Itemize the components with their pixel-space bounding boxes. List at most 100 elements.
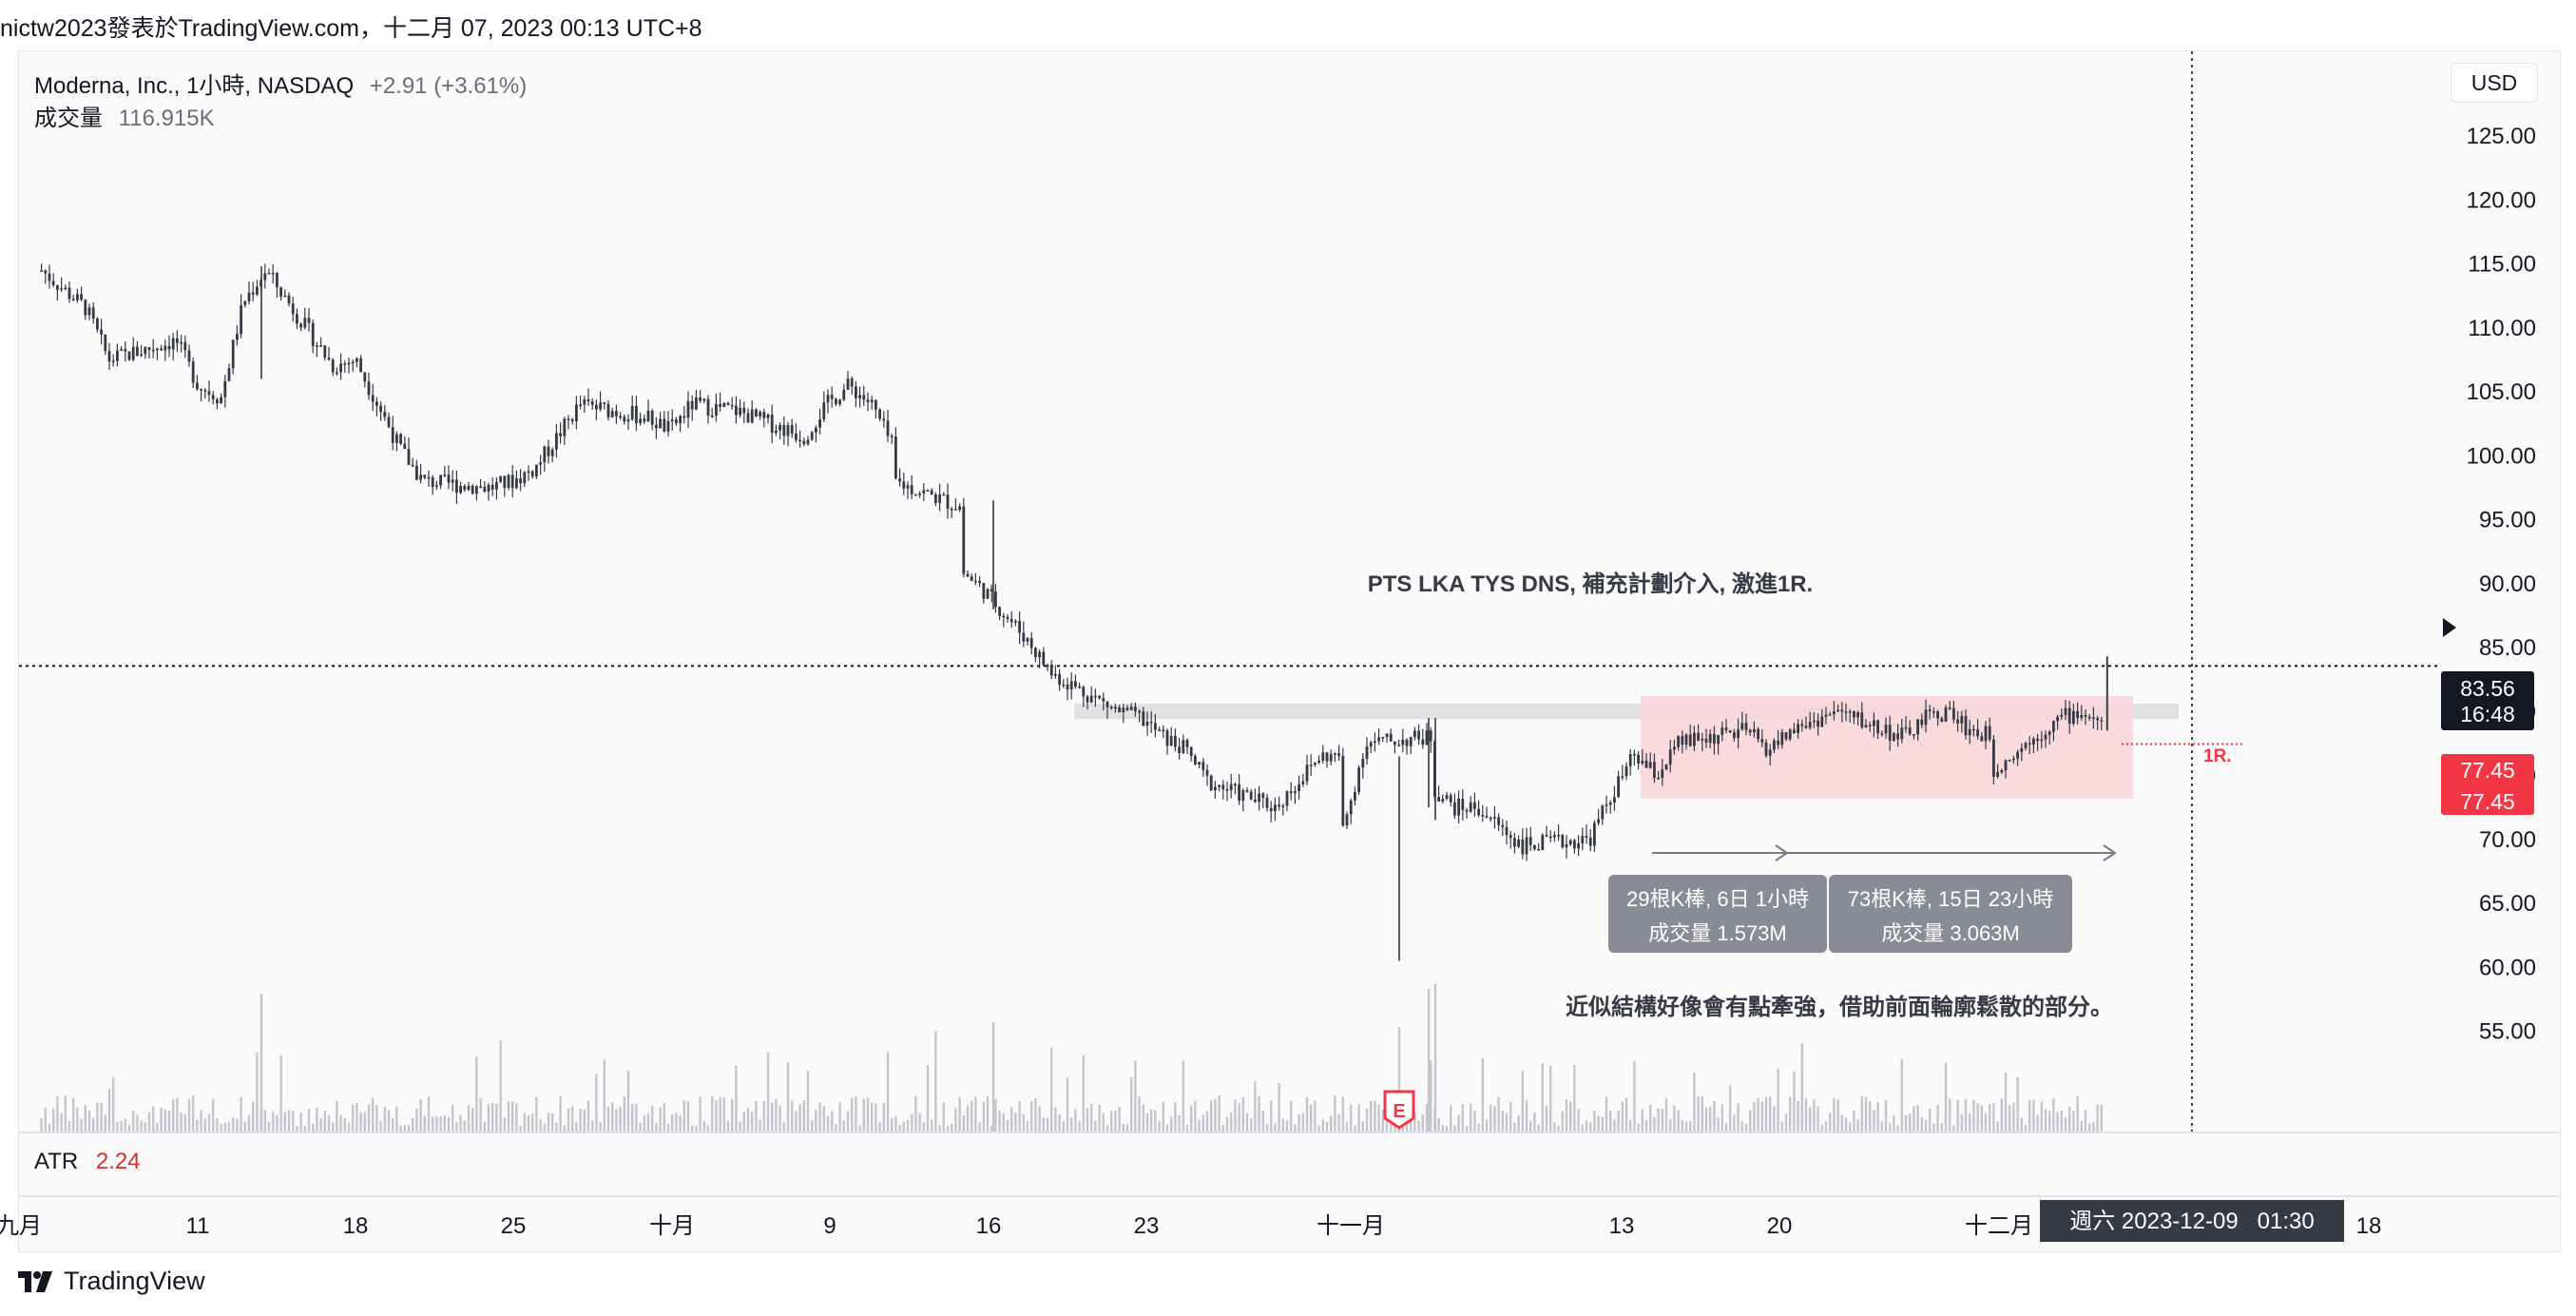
volume-bar — [243, 1121, 246, 1132]
volume-bar — [2080, 1120, 2083, 1132]
candle-body — [1848, 711, 1852, 713]
volume-bar — [1170, 1116, 1173, 1132]
volume-bar — [1490, 1104, 1492, 1132]
volume-bar — [926, 1064, 930, 1132]
time-tick-label: 18 — [343, 1213, 369, 1239]
volume-bar — [1477, 1123, 1480, 1132]
volume-bar — [263, 1110, 266, 1132]
candle-body — [1154, 723, 1157, 730]
candle-body — [171, 338, 175, 350]
volume-bar — [871, 1103, 874, 1132]
candle-body — [1042, 651, 1046, 666]
candle-body — [307, 318, 311, 323]
volume-bar — [1465, 1125, 1469, 1132]
candle-body — [136, 346, 139, 356]
candle-body — [930, 490, 933, 494]
volume-bar — [663, 1103, 665, 1132]
candle-body — [131, 346, 135, 360]
candle-body — [846, 378, 850, 390]
candle-body — [1597, 819, 1600, 823]
volume-bar — [463, 1120, 466, 1132]
candle-body — [1145, 722, 1149, 726]
candle-body — [144, 347, 147, 355]
candle-body — [2080, 715, 2084, 719]
last-price-label: 83.56 16:48 — [2441, 671, 2534, 730]
candle-body — [539, 462, 542, 465]
volume-bar — [1972, 1099, 1975, 1132]
volume-bar — [1350, 1104, 1353, 1132]
candle-body — [167, 345, 171, 350]
volume-bar — [1809, 1107, 1812, 1132]
scale-arrow-icon[interactable] — [2443, 618, 2456, 637]
candle-body — [1896, 733, 1899, 740]
candle-body — [1836, 709, 1839, 712]
volume-bar — [1764, 1096, 1768, 1132]
volume-bar — [415, 1108, 418, 1132]
volume-bar — [755, 1100, 758, 1132]
earnings-marker[interactable]: E — [1383, 1090, 1415, 1130]
symbol-legend[interactable]: Moderna, Inc., 1小時, NASDAQ +2.91 (+3.61%… — [34, 67, 527, 100]
candle-body — [499, 475, 502, 482]
volume-bar — [483, 1122, 486, 1132]
candle-body — [1904, 726, 1908, 729]
volume-bar — [1593, 1110, 1596, 1132]
volume-bar — [1130, 1076, 1133, 1132]
candle-body — [96, 319, 99, 330]
volume-bar — [1374, 1100, 1376, 1132]
volume-bar — [531, 1113, 534, 1132]
candle-body — [982, 583, 986, 599]
volume-bar — [1317, 1125, 1320, 1132]
currency-button[interactable]: USD — [2451, 63, 2538, 103]
volume-bar — [1684, 1121, 1688, 1132]
volume-bar — [2052, 1097, 2055, 1132]
candle-body — [746, 413, 750, 423]
candle-body — [447, 474, 451, 483]
candle-body — [1225, 789, 1229, 791]
volume-bar — [1014, 1112, 1017, 1132]
volume-bar — [1241, 1096, 1244, 1132]
volume-bar — [267, 1121, 271, 1132]
volume-bar — [1165, 1124, 1169, 1132]
volume-bar — [626, 1071, 630, 1132]
volume-bar — [1753, 1101, 1756, 1132]
candle-body — [243, 300, 247, 305]
volume-value: 116.915K — [118, 106, 215, 131]
volume-bar — [1178, 1115, 1181, 1132]
candle-body — [942, 494, 946, 496]
chart-frame[interactable] — [18, 50, 2561, 1252]
brand-name: TradingView — [64, 1267, 205, 1295]
atr-legend[interactable]: ATR 2.24 — [34, 1149, 141, 1175]
volume-bar — [882, 1103, 885, 1132]
volume-bar — [1182, 1060, 1184, 1132]
candle-body — [710, 415, 714, 417]
candle-body — [666, 421, 670, 432]
volume-legend[interactable]: 成交量 116.915K — [34, 99, 215, 132]
volume-bar — [1541, 1062, 1544, 1132]
candle-body — [1561, 835, 1565, 848]
volume-bar — [1034, 1097, 1037, 1132]
volume-bar — [227, 1121, 231, 1132]
volume-bar — [806, 1070, 810, 1132]
volume-bar — [686, 1101, 690, 1132]
candle-body — [459, 486, 462, 494]
candle-body — [1425, 730, 1429, 745]
candle-body — [818, 419, 821, 428]
time-tick-label: 13 — [1609, 1213, 1635, 1239]
candle-body — [1105, 701, 1109, 707]
volume-bar — [543, 1123, 546, 1132]
volume-bar — [1713, 1101, 1716, 1132]
candle-body — [1621, 776, 1624, 778]
volume-bar — [931, 1119, 933, 1132]
candle-body — [599, 402, 602, 410]
tradingview-brand[interactable]: TradingView — [18, 1267, 205, 1296]
candle-body — [1389, 733, 1393, 742]
volume-bar — [372, 1097, 375, 1132]
candle-body — [1708, 734, 1712, 743]
candle-body — [1066, 684, 1069, 690]
tradingview-logo-icon — [18, 1270, 52, 1292]
candle-body — [207, 391, 211, 396]
volume-bar — [2032, 1099, 2035, 1132]
candle-body — [610, 411, 614, 417]
volume-bar — [247, 1114, 251, 1132]
